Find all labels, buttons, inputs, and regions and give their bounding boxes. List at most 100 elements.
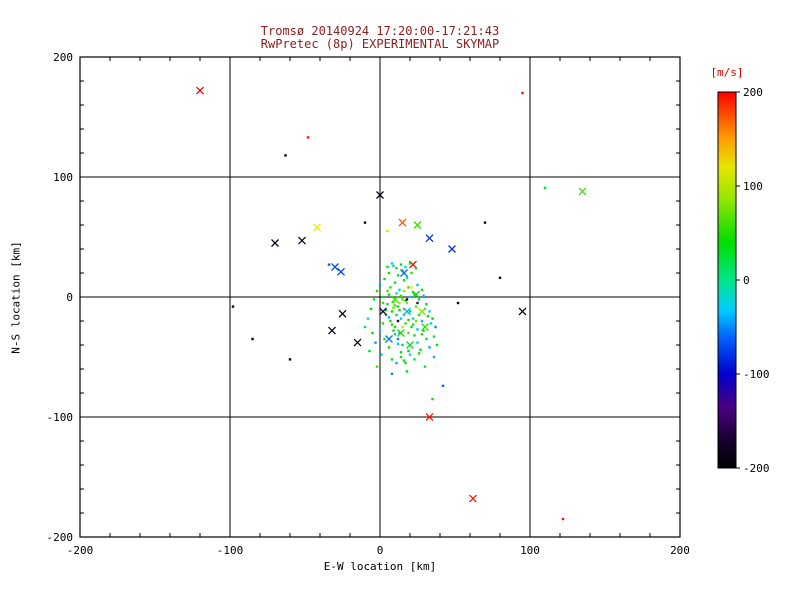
data-point (414, 319, 418, 323)
data-point (405, 301, 409, 305)
colorbar-tick-label: 100 (743, 180, 763, 193)
data-point (398, 288, 401, 291)
data-point (425, 303, 428, 306)
data-point (404, 322, 407, 325)
data-point (417, 352, 421, 355)
data-point (426, 315, 430, 318)
data-point (381, 301, 385, 305)
data-point (387, 346, 391, 349)
y-tick-label: 100 (53, 171, 73, 184)
data-point (396, 319, 400, 323)
data-point (391, 295, 399, 304)
tick-labels: -200 -100 0 100 200 -200 -100 0 100 200 (47, 51, 690, 557)
data-point (434, 325, 437, 329)
data-point (398, 309, 401, 312)
data-point (374, 341, 377, 344)
data-point (390, 372, 394, 375)
data-point (399, 355, 403, 359)
colorbar-gradient (717, 91, 737, 469)
data-point (561, 517, 565, 521)
data-point (397, 329, 405, 337)
data-point (375, 289, 379, 293)
data-point (408, 353, 412, 356)
data-point (402, 289, 406, 293)
data-point (407, 331, 410, 335)
data-point (399, 351, 403, 354)
data-point (390, 323, 394, 326)
colorbar-tick-label: -200 (743, 462, 770, 475)
y-tick-label: 0 (66, 291, 73, 304)
data-point (405, 370, 409, 373)
data-point (271, 239, 279, 247)
data-point (432, 335, 436, 338)
x-tick-label: 100 (520, 544, 540, 557)
data-point (402, 359, 406, 362)
data-point (395, 267, 398, 270)
data-point (518, 307, 527, 316)
data-point (395, 361, 398, 365)
data-point (386, 265, 389, 269)
data-point (390, 262, 394, 265)
data-point (401, 298, 404, 301)
data-point (418, 307, 426, 316)
data-point (376, 191, 384, 199)
colorbar: 200 100 0 -100 -200 (717, 86, 770, 475)
data-point (396, 342, 400, 345)
data-point (327, 263, 331, 266)
data-point (196, 86, 204, 95)
data-point (448, 245, 456, 253)
data-point (411, 323, 415, 326)
data-point (404, 265, 407, 269)
data-point (456, 301, 460, 305)
data-point (402, 279, 406, 282)
data-point (398, 301, 401, 305)
data-point (413, 293, 416, 296)
colorbar-title: [m/s] (710, 66, 744, 79)
data-point (398, 331, 401, 335)
data-point (405, 276, 409, 279)
data-point (378, 329, 382, 332)
data-point (407, 318, 410, 321)
data-point (578, 187, 587, 196)
data-point (412, 290, 420, 299)
x-tick-label: -100 (217, 544, 244, 557)
data-point (413, 358, 416, 361)
data-point (385, 335, 393, 343)
data-point (379, 307, 387, 316)
data-point (390, 358, 394, 361)
data-point (416, 301, 419, 305)
data-point (419, 348, 422, 351)
data-point (372, 298, 376, 301)
data-point (401, 343, 404, 347)
data-point (483, 221, 487, 224)
y-tick-label: 200 (53, 51, 73, 64)
data-point (387, 293, 391, 296)
data-point (313, 223, 321, 232)
data-point (410, 286, 413, 289)
data-point (422, 329, 425, 332)
data-point (384, 309, 388, 312)
data-point (425, 337, 428, 341)
x-tick-label: 200 (670, 544, 690, 557)
data-point (386, 289, 389, 293)
data-point (428, 310, 431, 313)
x-axis-label: E-W location [km] (323, 560, 437, 573)
data-point (396, 274, 400, 277)
data-point (395, 313, 398, 317)
data-point (392, 306, 395, 309)
data-point (395, 292, 398, 295)
data-point (399, 317, 403, 320)
data-point (429, 322, 433, 325)
data-point (403, 307, 411, 316)
data-point (390, 310, 394, 313)
data-point (368, 349, 371, 353)
x-tick-label: -200 (67, 544, 94, 557)
data-point (432, 355, 436, 359)
data-point (400, 269, 408, 277)
data-point (399, 263, 403, 266)
data-point (393, 281, 397, 284)
data-point (393, 333, 397, 336)
data-point (386, 229, 389, 233)
data-point (328, 326, 336, 335)
